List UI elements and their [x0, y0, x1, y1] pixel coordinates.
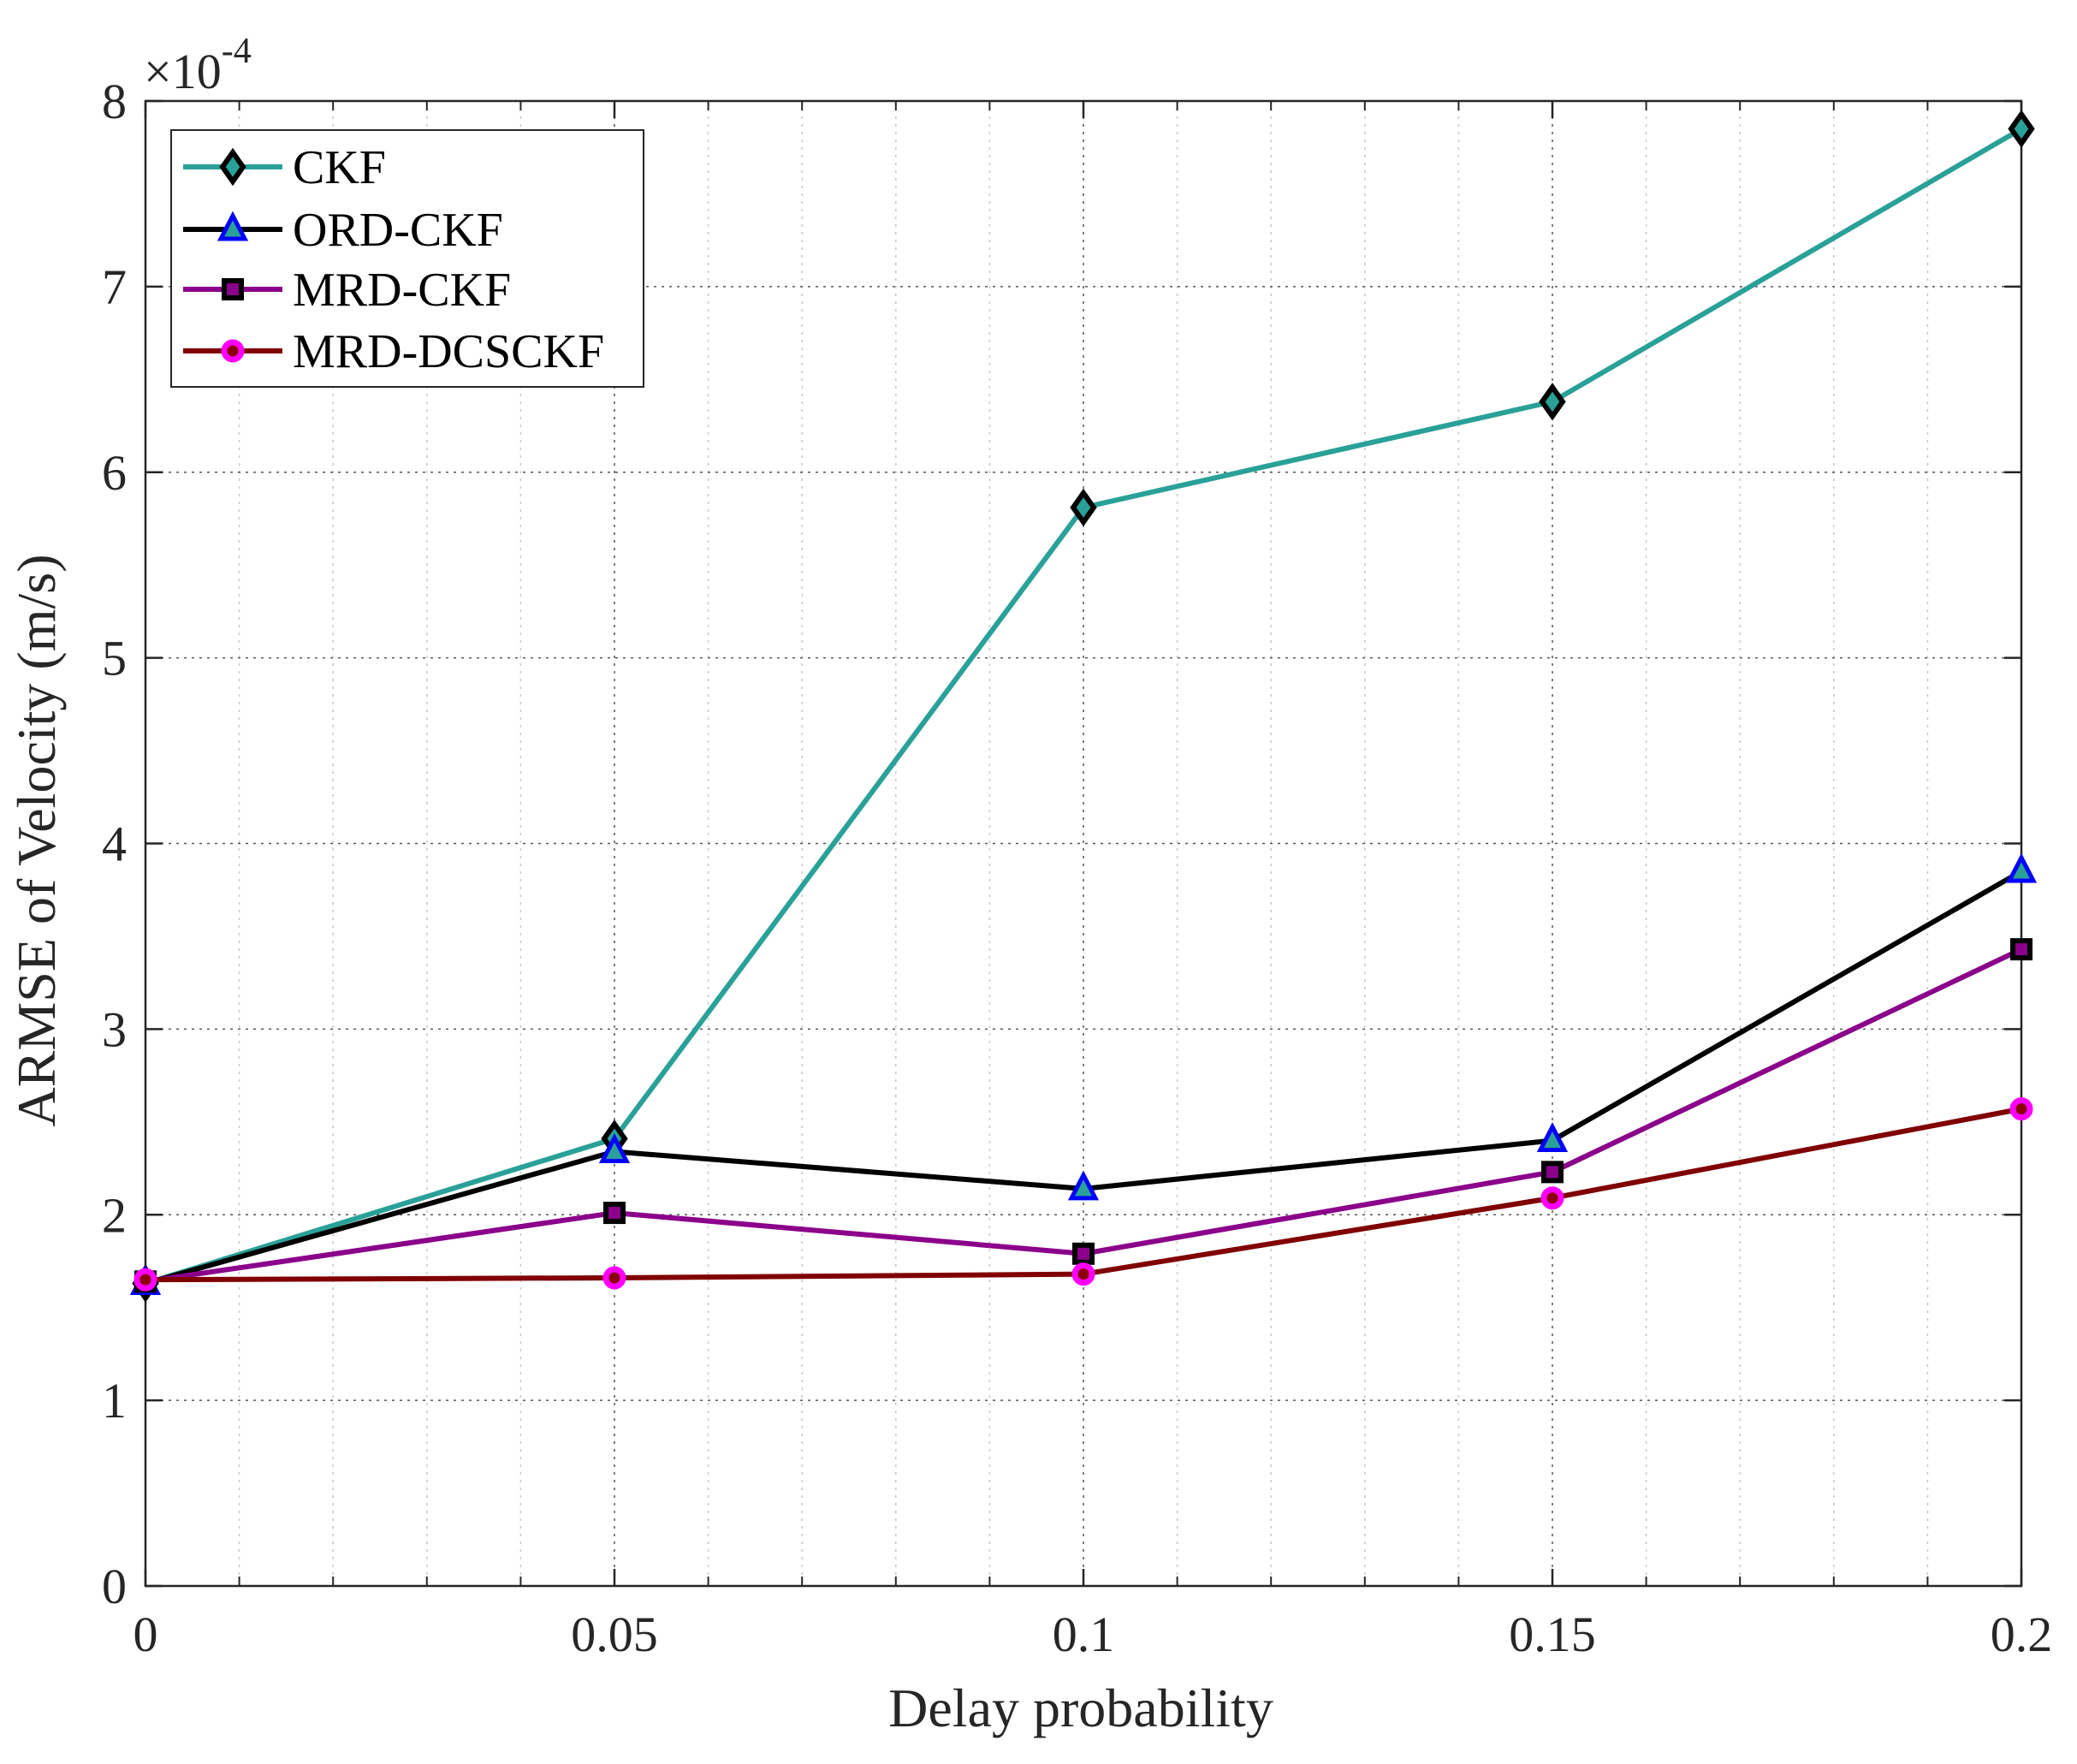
x-tick-label: 0.1 — [1053, 1607, 1115, 1662]
data-point-mrd-ckf — [603, 1202, 626, 1225]
y-tick-label: 3 — [102, 1001, 127, 1057]
legend-marker-ckf — [219, 147, 246, 187]
legend-box — [170, 129, 644, 388]
data-point-mrd-dcsckf — [1071, 1262, 1095, 1286]
data-point-mrd-dcsckf — [602, 1266, 626, 1290]
series-layer — [129, 110, 2038, 1303]
data-point-mrd-dcsckf — [2009, 1097, 2033, 1121]
data-point-mrd-ckf — [1072, 1242, 1095, 1265]
legend-label-ckf: CKF — [293, 141, 386, 194]
legend: CKF ORD-CKF MRD-CKF MRD-DCSCKF — [170, 129, 644, 388]
data-point-ord-ckf — [1067, 1170, 1100, 1201]
legend-marker-mrd-ckf — [222, 278, 244, 300]
y-axis-label: ARMSE of Velocity (m/s) — [6, 554, 67, 1126]
legend-label-mrd-dcsckf: MRD-DCSCKF — [293, 325, 604, 378]
y-tick-label: 2 — [102, 1187, 127, 1243]
y-axis-exponent: ×10-4 — [144, 32, 252, 99]
y-tick-label: 4 — [102, 817, 127, 872]
legend-label-mrd-ckf: MRD-CKF — [293, 264, 511, 317]
x-tick-label: 0.15 — [1509, 1607, 1596, 1662]
axis-ticks — [144, 99, 2023, 1588]
legend-marker-mrd-dcsckf — [221, 339, 245, 363]
x-axis-tick-labels: 0 0.05 0.1 0.15 0.2 — [134, 1607, 2053, 1662]
data-point-mrd-ckf — [2010, 938, 2032, 961]
data-point-mrd-ckf — [1541, 1161, 1564, 1184]
data-point-ord-ckf — [2005, 852, 2038, 883]
y-tick-label: 5 — [102, 631, 127, 686]
legend-label-ord-ckf: ORD-CKF — [293, 204, 503, 257]
series-markers-mrd-dcsckf — [134, 1097, 2033, 1292]
data-point-ckf — [2008, 110, 2035, 148]
y-tick-label: 0 — [102, 1559, 127, 1614]
legend-entry-mrd-ckf: MRD-CKF — [183, 264, 511, 317]
legend-entry-ckf: CKF — [183, 141, 386, 194]
y-exponent-base: ×10 — [144, 44, 222, 99]
y-axis-tick-labels: 0 1 2 3 4 5 6 7 8 — [102, 74, 127, 1614]
y-tick-label: 8 — [102, 74, 127, 129]
data-point-mrd-dcsckf — [134, 1268, 157, 1292]
y-tick-label: 1 — [102, 1373, 127, 1428]
x-axis-label: Delay probability — [888, 1678, 1273, 1738]
legend-entry-ord-ckf: ORD-CKF — [183, 204, 503, 257]
y-tick-label: 7 — [102, 259, 127, 315]
y-exponent-power: -4 — [222, 32, 252, 71]
data-point-mrd-dcsckf — [1540, 1186, 1564, 1210]
legend-marker-ord-ckf — [217, 211, 249, 241]
data-point-ord-ckf — [1536, 1122, 1569, 1152]
data-point-ord-ckf — [598, 1133, 631, 1164]
legend-entry-mrd-dcsckf: MRD-DCSCKF — [183, 325, 604, 378]
data-point-ckf — [1539, 383, 1566, 421]
x-tick-label: 0.2 — [1991, 1607, 2053, 1662]
x-tick-label: 0.05 — [571, 1607, 658, 1662]
y-tick-label: 6 — [102, 445, 127, 501]
data-point-ckf — [1070, 488, 1097, 527]
x-tick-label: 0 — [134, 1607, 158, 1662]
